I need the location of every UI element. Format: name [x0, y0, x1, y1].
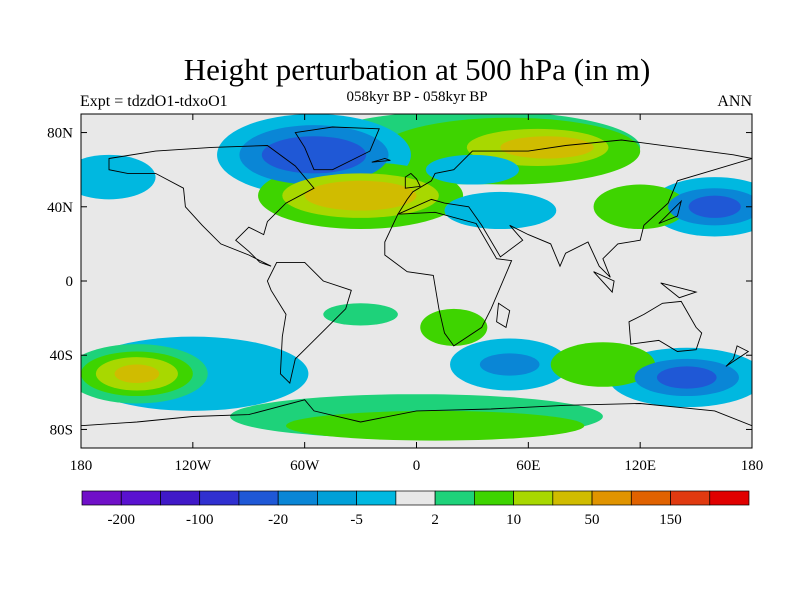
- coastline: [628, 300, 703, 352]
- colorbar-label: 2: [431, 512, 439, 528]
- anomaly-contour: [323, 303, 398, 326]
- coastline: [496, 302, 511, 329]
- colorbar-swatch: [160, 490, 201, 506]
- page-title: Height perturbation at 500 hPa (in m): [183, 52, 651, 87]
- colorbar-label: 10: [506, 512, 521, 528]
- coastline: [404, 172, 421, 189]
- colorbar-swatch: [591, 490, 632, 506]
- season-label: ANN: [717, 93, 752, 110]
- colorbar-label: -20: [268, 512, 288, 528]
- coastline: [294, 126, 380, 171]
- colorbar-swatch: [199, 490, 240, 506]
- lon-tick-label: 60E: [516, 458, 540, 474]
- lon-tick-label: 60W: [290, 458, 320, 474]
- colorbar-label: -100: [186, 512, 214, 528]
- anomaly-contour: [81, 154, 156, 200]
- colorbar-swatch: [395, 490, 436, 506]
- plot-subtitle: 058kyr BP - 058kyr BP: [346, 89, 488, 105]
- coastline: [593, 271, 615, 294]
- anomaly-contour: [286, 410, 585, 441]
- anomaly-contour: [304, 180, 417, 211]
- colorbar-swatch: [552, 490, 593, 506]
- colorbar-label: -200: [107, 512, 135, 528]
- colorbar-swatch: [356, 490, 397, 506]
- coastline: [725, 345, 750, 367]
- colorbar-swatch: [434, 490, 475, 506]
- lat-tick-label: 40S: [50, 348, 73, 364]
- colorbar-swatch: [709, 490, 750, 506]
- colorbar-swatch: [238, 490, 279, 506]
- lat-tick-label: 0: [66, 274, 74, 290]
- coastline: [81, 399, 752, 448]
- lat-tick-label: 80N: [47, 126, 73, 142]
- colorbar-label: -5: [350, 512, 363, 528]
- anomaly-contour: [593, 184, 687, 230]
- anomaly-contour: [420, 308, 488, 346]
- anomaly-contour: [550, 342, 656, 387]
- coastline: [660, 282, 698, 299]
- coastline: [108, 145, 315, 267]
- anomaly-contour: [425, 154, 520, 185]
- anomaly-contour: [261, 136, 367, 174]
- anomaly-contour: [688, 195, 741, 218]
- lon-tick-label: 120W: [174, 458, 212, 474]
- lon-tick-label: 0: [413, 458, 421, 474]
- lat-tick-label: 40N: [47, 200, 73, 216]
- colorbar-label: 150: [659, 512, 682, 528]
- anomaly-contour: [444, 191, 557, 230]
- lon-tick-label: 120E: [624, 458, 656, 474]
- colorbar-label: 50: [585, 512, 600, 528]
- coastline: [658, 199, 683, 224]
- colorbar-swatch: [81, 490, 122, 506]
- map-plot: [81, 114, 752, 448]
- coastline: [371, 158, 391, 163]
- colorbar-swatch: [630, 490, 671, 506]
- lon-tick-label: 180: [70, 458, 93, 474]
- lat-tick-label: 80S: [50, 422, 73, 438]
- anomaly-contour: [500, 136, 594, 159]
- colorbar-swatch: [277, 490, 318, 506]
- coastline: [396, 139, 752, 278]
- map-axes: 80N 40N 0 40S 80S 180 120W 60W 0 60E 120E 180: [47, 114, 763, 474]
- colorbar: -200 -100 -20 -5 2 10 50 150: [81, 490, 750, 528]
- colorbar-swatch: [474, 490, 514, 506]
- experiment-label: Expt = tdzdO1-tdxoO1: [80, 93, 228, 110]
- anomaly-contour: [656, 366, 717, 389]
- colorbar-swatch: [513, 490, 554, 506]
- anomaly-contour: [479, 353, 540, 376]
- coastline: [384, 211, 513, 347]
- colorbar-swatch: [317, 490, 357, 506]
- lon-tick-label: 180: [741, 458, 764, 474]
- colorbar-swatch: [120, 490, 161, 506]
- anomaly-contour: [114, 364, 160, 384]
- colorbar-swatch: [670, 490, 711, 506]
- coastline: [266, 261, 352, 384]
